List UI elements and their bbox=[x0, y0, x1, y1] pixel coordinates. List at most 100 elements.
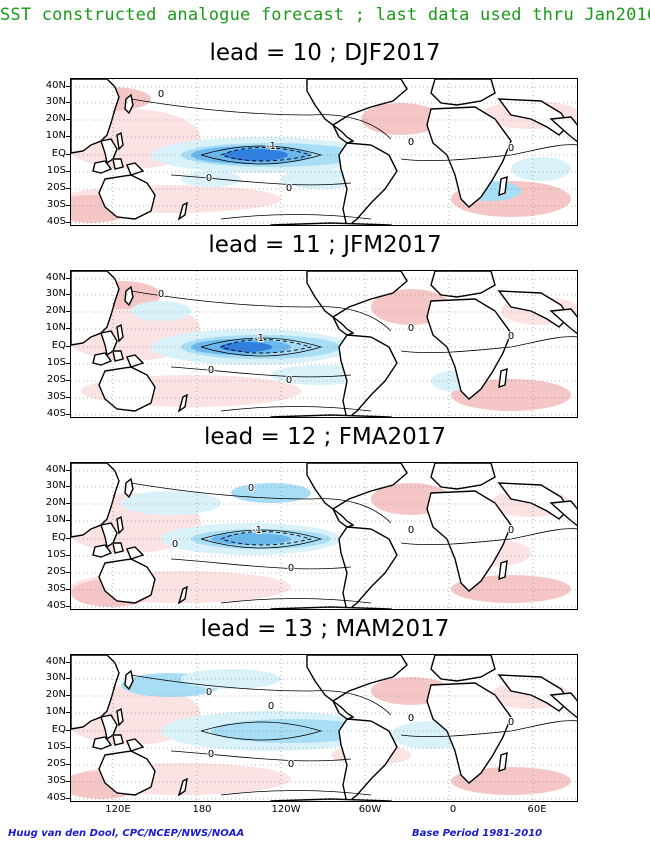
land-outline bbox=[426, 490, 512, 592]
footer-base-period: Base Period 1981-2010 bbox=[412, 828, 543, 839]
land-outline bbox=[71, 463, 120, 538]
lat-tick-mark bbox=[66, 414, 70, 415]
contour-line bbox=[170, 174, 352, 186]
contour-line bbox=[200, 721, 323, 741]
land-outline bbox=[430, 271, 496, 298]
lat-tick-mark bbox=[66, 278, 70, 279]
lon-tick-60e: 60E bbox=[527, 804, 547, 815]
land-outline bbox=[92, 736, 113, 750]
land-outline bbox=[306, 79, 408, 126]
contour-line bbox=[130, 98, 392, 140]
contour-label: 0 bbox=[268, 701, 274, 712]
contour-line bbox=[130, 482, 392, 524]
land-outline bbox=[124, 93, 134, 115]
contour-label: 0 bbox=[286, 375, 292, 386]
lat-tick-label: EQ bbox=[51, 724, 66, 735]
lat-tick-label: 40S bbox=[46, 408, 66, 419]
land-outline bbox=[124, 477, 134, 499]
contour-line bbox=[200, 145, 323, 165]
land-outline bbox=[549, 308, 577, 335]
land-outline bbox=[497, 674, 570, 712]
sst-anomaly-region bbox=[131, 301, 191, 321]
land-outline bbox=[270, 798, 392, 801]
contour-label: 0 bbox=[208, 749, 214, 760]
lat-tick-mark bbox=[66, 294, 70, 295]
lat-tick-label: 10N bbox=[45, 514, 66, 525]
land-outline bbox=[426, 298, 512, 400]
land-outline bbox=[306, 271, 408, 318]
land-outline bbox=[497, 290, 570, 328]
contour-line bbox=[220, 406, 372, 412]
land-outline bbox=[549, 692, 577, 719]
land-outline bbox=[112, 734, 124, 746]
contour-label: 0 bbox=[208, 365, 214, 376]
contour-label: 0 bbox=[158, 89, 164, 100]
lat-tick-mark bbox=[66, 154, 70, 155]
lat-tick-label: 20N bbox=[45, 689, 66, 700]
land-outline bbox=[338, 718, 398, 801]
lat-tick-label: 30S bbox=[46, 583, 66, 594]
land-outline bbox=[498, 175, 508, 197]
contour-label: 0 bbox=[172, 539, 178, 550]
contour-label: -1 bbox=[254, 333, 264, 344]
lat-tick-label: 20S bbox=[46, 374, 66, 385]
lat-tick-mark bbox=[66, 397, 70, 398]
land-outline bbox=[426, 682, 512, 784]
contour-line bbox=[130, 674, 392, 716]
sst-anomaly-region bbox=[361, 103, 441, 135]
lat-tick-label: 30S bbox=[46, 199, 66, 210]
sst-anomaly-region bbox=[451, 575, 571, 603]
lat-tick-label: 20S bbox=[46, 758, 66, 769]
contour-line bbox=[400, 720, 577, 738]
contour-label: 0 bbox=[508, 143, 514, 154]
land-outline bbox=[498, 559, 508, 581]
contour-line bbox=[400, 528, 577, 546]
land-outline bbox=[498, 751, 508, 773]
contour-label: 0 bbox=[206, 687, 212, 698]
sst-map-lead-11: -1 0 0 0 0 0 bbox=[70, 270, 578, 418]
land-outline bbox=[116, 131, 124, 151]
land-outline bbox=[177, 585, 188, 605]
lat-tick-mark bbox=[66, 136, 70, 137]
land-outline bbox=[426, 106, 512, 208]
lat-tick-mark bbox=[66, 662, 70, 663]
lat-tick-label: 40S bbox=[46, 792, 66, 803]
lat-tick-mark bbox=[66, 188, 70, 189]
lat-tick-label: 10N bbox=[45, 322, 66, 333]
lat-tick-mark bbox=[66, 380, 70, 381]
lat-tick-mark bbox=[66, 503, 70, 504]
lat-tick-mark bbox=[66, 205, 70, 206]
contour-label: 0 bbox=[286, 183, 292, 194]
lat-tick-mark bbox=[66, 363, 70, 364]
lat-tick-mark bbox=[66, 86, 70, 87]
contour-line bbox=[220, 214, 372, 220]
lat-tick-label: 20S bbox=[46, 182, 66, 193]
land-outline bbox=[71, 271, 120, 346]
lon-tick-180: 180 bbox=[192, 804, 212, 815]
land-outline bbox=[430, 79, 496, 106]
contour-line bbox=[170, 366, 352, 378]
lon-tick-120w: 120W bbox=[271, 804, 301, 815]
lat-tick-mark bbox=[66, 589, 70, 590]
lat-tick-label: 40N bbox=[45, 656, 66, 667]
land-outline bbox=[92, 352, 113, 366]
lon-tick-60w: 60W bbox=[358, 804, 382, 815]
land-outline bbox=[98, 366, 156, 412]
land-outline bbox=[112, 542, 124, 554]
land-outline bbox=[430, 463, 496, 490]
lat-tick-label: 40S bbox=[46, 600, 66, 611]
contour-line bbox=[220, 598, 372, 604]
lat-tick-mark bbox=[66, 555, 70, 556]
contour-label: 0 bbox=[508, 331, 514, 342]
land-outline bbox=[177, 393, 188, 413]
sst-anomaly-region bbox=[451, 767, 571, 795]
lat-tick-mark bbox=[66, 486, 70, 487]
lat-tick-label: 10N bbox=[45, 706, 66, 717]
lat-tick-mark bbox=[66, 798, 70, 799]
contour-label: 0 bbox=[206, 173, 212, 184]
contour-label: 0 bbox=[408, 137, 414, 148]
lat-tick-mark bbox=[66, 119, 70, 120]
land-outline bbox=[71, 79, 120, 154]
land-outline bbox=[270, 222, 392, 225]
land-outline bbox=[270, 414, 392, 417]
